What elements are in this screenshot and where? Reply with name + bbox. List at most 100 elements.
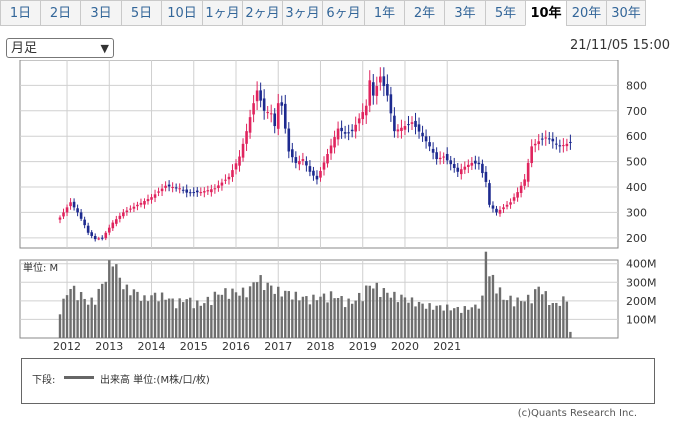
volume-bar (164, 299, 167, 338)
candle-body (403, 126, 407, 130)
volume-bar (548, 304, 551, 338)
volume-bar (526, 294, 530, 338)
candle-body (379, 76, 382, 83)
volume-bar (565, 301, 569, 338)
volume-bar (104, 281, 107, 338)
candle-body (72, 201, 76, 208)
candle-body (305, 161, 308, 166)
candle-body (76, 208, 79, 213)
volume-bar (446, 304, 449, 338)
candle-body (291, 149, 294, 158)
volume-bar (329, 291, 333, 338)
volume-bar (199, 305, 202, 338)
price-tick-label: 600 (626, 130, 647, 143)
volume-bar (431, 309, 435, 338)
candle-body (308, 166, 312, 172)
tab-6ヶ月[interactable]: 6ヶ月 (322, 0, 365, 26)
tab-20年[interactable]: 20年 (566, 0, 607, 26)
volume-bar (491, 274, 495, 338)
candle-body (463, 166, 467, 170)
tab-30年[interactable]: 30年 (606, 0, 646, 26)
volume-bar (241, 287, 245, 338)
tab-2年[interactable]: 2年 (404, 0, 445, 26)
candle-body (118, 215, 122, 219)
candle-body (224, 179, 227, 181)
legend-volume-label: 出来高 単位:(M株/口/枚) (100, 375, 210, 386)
volume-bar (358, 292, 361, 338)
candle-body (171, 187, 174, 189)
volume-bar (534, 289, 537, 338)
volume-bar (315, 300, 319, 338)
volume-bar (62, 298, 65, 338)
candle-body (283, 103, 287, 129)
tab-1ヶ月[interactable]: 1ヶ月 (202, 0, 243, 26)
candle-body (333, 137, 336, 148)
volume-bar (495, 293, 498, 338)
candle-body (502, 207, 505, 210)
candle-body (428, 142, 431, 147)
tab-2日[interactable]: 2日 (40, 0, 81, 26)
candle-body (185, 189, 189, 193)
price-tick-label: 800 (626, 79, 647, 92)
chart-timestamp: 21/11/05 15:00 (570, 38, 670, 53)
candle-period-select[interactable]: 月足 ▼ (6, 38, 114, 58)
candle-body (393, 115, 396, 132)
candle-body (445, 153, 449, 161)
volume-bar (512, 306, 516, 338)
candle-body (347, 132, 350, 134)
volume-bar (403, 297, 407, 338)
volume-bar (484, 251, 488, 338)
volume-bar (182, 302, 185, 338)
volume-bar (83, 298, 86, 338)
volume-bar (372, 288, 375, 338)
volume-bar (203, 303, 206, 338)
tab-3日[interactable]: 3日 (80, 0, 122, 26)
volume-bar (217, 294, 220, 338)
volume-bar (160, 292, 164, 338)
candle-period-value: 月足 (11, 41, 38, 56)
volume-bar (379, 296, 382, 338)
legend-lower-label: 下段: (32, 375, 56, 386)
candle-body (90, 232, 93, 236)
candle-body (79, 212, 83, 219)
candle-body (442, 156, 445, 158)
candle-body (174, 187, 178, 189)
tab-2ヶ月[interactable]: 2ヶ月 (242, 0, 283, 26)
candle-body (544, 137, 548, 139)
candle-body (167, 184, 171, 187)
volume-bar (192, 308, 195, 338)
tab-1日[interactable]: 1日 (0, 0, 41, 26)
candle-body (354, 124, 357, 132)
volume-bar (537, 286, 540, 338)
candle-body (435, 152, 438, 160)
candle-body (266, 112, 269, 114)
tab-3年[interactable]: 3年 (444, 0, 486, 26)
candle-body (217, 185, 220, 189)
candle-body (203, 191, 206, 193)
tab-10年[interactable]: 10年 (525, 0, 567, 26)
volume-bar (65, 295, 69, 338)
candle-body (438, 157, 442, 160)
volume-bar (312, 294, 315, 338)
stock-chart: 200 300 400 500 600 700 800 100M 200M 300M 400M 単位:… (19, 60, 657, 350)
tab-10日[interactable]: 10日 (161, 0, 203, 26)
candle-body (107, 227, 111, 233)
volume-bar (308, 304, 312, 338)
volume-bar (498, 287, 502, 338)
candle-body (407, 124, 410, 126)
candle-body (210, 189, 213, 193)
tab-5年[interactable]: 5年 (485, 0, 526, 26)
candle-body (498, 209, 502, 214)
candle-body (326, 154, 329, 164)
candle-body (115, 219, 118, 224)
volume-bar (386, 292, 389, 338)
candle-body (298, 160, 301, 165)
volume-bar (238, 295, 241, 338)
candle-body (368, 80, 372, 106)
volume-bar (340, 296, 343, 338)
tab-3ヶ月[interactable]: 3ヶ月 (282, 0, 323, 26)
tab-1年[interactable]: 1年 (364, 0, 405, 26)
volume-bar (453, 308, 456, 338)
candle-body (400, 127, 403, 132)
tab-5日[interactable]: 5日 (121, 0, 162, 26)
